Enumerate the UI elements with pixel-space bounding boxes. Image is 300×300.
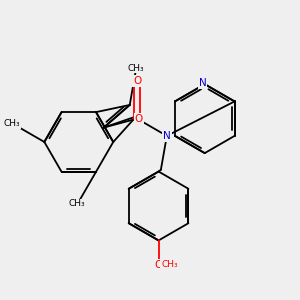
Text: N: N: [199, 78, 206, 88]
Text: O: O: [133, 76, 141, 86]
Text: N: N: [163, 131, 171, 141]
Text: O: O: [154, 260, 163, 270]
Text: CH₃: CH₃: [4, 119, 20, 128]
Text: CH₃: CH₃: [161, 260, 178, 269]
Text: CH₃: CH₃: [68, 200, 85, 208]
Text: CH₃: CH₃: [128, 64, 145, 73]
Text: O: O: [134, 114, 143, 124]
